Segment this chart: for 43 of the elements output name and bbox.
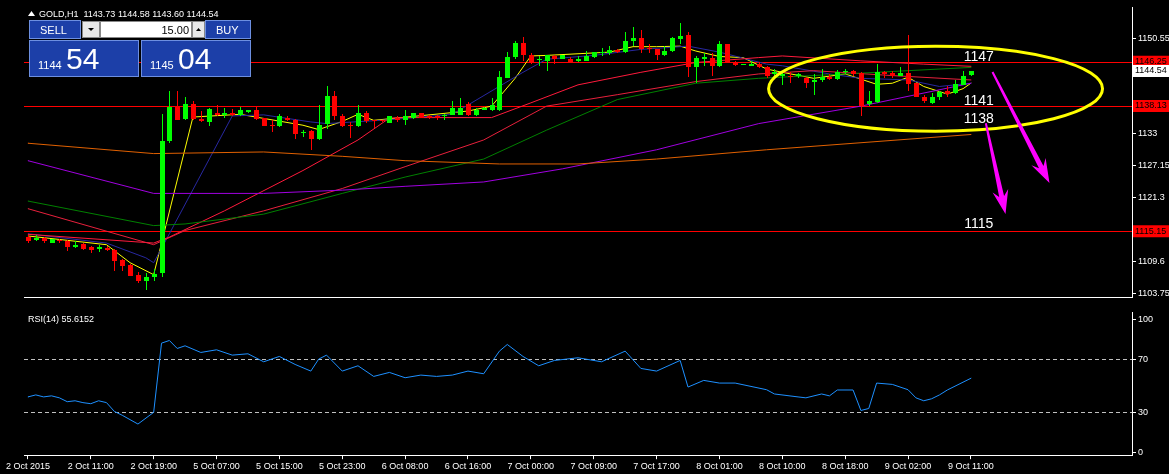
annotation: 1145 [150, 59, 174, 71]
annotation: 1115 [964, 215, 994, 231]
ref-line-label: 1138.13 [1135, 100, 1167, 111]
x-tick-label: 7 Oct 09:00 [570, 461, 617, 472]
annotation: 54 [66, 42, 100, 76]
x-tick-label: 9 Oct 11:00 [947, 461, 994, 472]
annotation: 1138 [963, 110, 994, 126]
x-tick-label: 5 Oct 15:00 [256, 461, 303, 472]
y-tick-label: 1150.55 [1138, 32, 1169, 43]
annotation: BUY [216, 24, 239, 36]
ref-line-label: 1115.15 [1135, 225, 1167, 236]
chart-title: GOLD,H1 1143.73 1144.58 1143.60 1144.54 [39, 9, 219, 20]
y-tick-label: 100 [1138, 313, 1154, 324]
y-tick-label: 1103.75 [1138, 287, 1169, 298]
annotation: 1147 [963, 48, 994, 64]
annotation: 1141 [963, 92, 994, 108]
y-tick-label: 1127.15 [1138, 160, 1169, 171]
chart-title: RSI(14) 55.6152 [28, 314, 95, 325]
annotation: 1144 [38, 59, 62, 71]
y-tick-label: 30 [1138, 406, 1149, 417]
x-tick-label: 2 Oct 2015 [5, 461, 50, 472]
x-tick-label: 6 Oct 16:00 [444, 461, 492, 472]
x-tick-label: 2 Oct 19:00 [130, 461, 177, 472]
annotation: 04 [178, 42, 212, 76]
x-tick-label: 8 Oct 10:00 [759, 461, 806, 472]
y-tick-label: 1133 [1138, 128, 1158, 139]
x-tick-label: 7 Oct 00:00 [507, 461, 555, 472]
y-tick-label: 1121.3 [1138, 192, 1165, 203]
x-tick-label: 2 Oct 11:00 [67, 461, 114, 472]
x-tick-label: 9 Oct 02:00 [884, 461, 932, 472]
y-tick-label: 0 [1138, 446, 1144, 457]
x-tick-label: 6 Oct 08:00 [381, 461, 429, 472]
x-tick-label: 5 Oct 07:00 [193, 461, 240, 472]
ref-line-label: 1146.25 [1135, 56, 1167, 67]
x-tick-label: 5 Oct 23:00 [318, 461, 366, 472]
y-tick-label: 70 [1138, 353, 1149, 364]
y-tick-label: 1109.6 [1138, 256, 1165, 267]
number-field: 15.00 [100, 21, 192, 38]
annotation: 1144.54 [1135, 65, 1167, 76]
x-tick-label: 8 Oct 18:00 [821, 461, 869, 472]
x-tick-label: 8 Oct 01:00 [696, 461, 743, 472]
annotation: SELL [40, 24, 67, 36]
x-tick-label: 7 Oct 17:00 [633, 461, 680, 472]
